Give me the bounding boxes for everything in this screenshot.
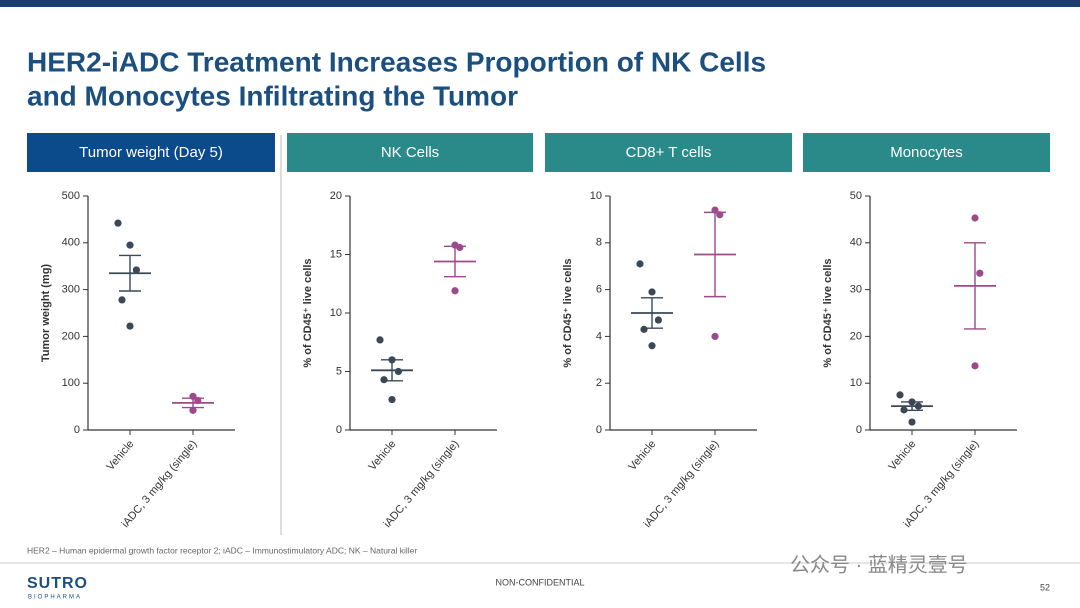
- data-point: [648, 288, 656, 296]
- y-tick-label: 300: [62, 284, 80, 296]
- y-tick-label: 15: [330, 248, 342, 260]
- panel-header-text: Monocytes: [890, 144, 963, 161]
- data-point: [126, 241, 134, 249]
- y-tick-label: 40: [850, 237, 862, 249]
- panel-header: [287, 133, 533, 172]
- panel-header: [27, 133, 275, 172]
- y-tick-label: 4: [596, 330, 602, 342]
- data-point: [126, 322, 134, 330]
- panel-header: [545, 133, 792, 172]
- y-tick-label: 0: [596, 424, 602, 436]
- title-line: HER2-iADC Treatment Increases Proportion…: [27, 46, 766, 77]
- x-tick-label: Vehicle: [627, 438, 659, 473]
- confidentiality: NON-CONFIDENTIAL: [495, 577, 584, 587]
- panel-header-text: CD8+ T cells: [626, 144, 712, 161]
- y-tick-label: 0: [74, 424, 80, 436]
- panel-header-text: Tumor weight (Day 5): [79, 144, 223, 161]
- y-tick-label: 400: [62, 237, 80, 249]
- y-axis-label: % of CD45⁺ live cells: [302, 258, 314, 367]
- data-point: [114, 219, 122, 227]
- y-axis-label: % of CD45⁺ live cells: [562, 258, 574, 367]
- x-tick-label: iADC, 3 mg/kg (single): [642, 438, 722, 530]
- footnote: HER2 – Human epidermal growth factor rec…: [27, 545, 417, 555]
- data-point: [971, 214, 979, 222]
- x-tick-label: iADC, 3 mg/kg (single): [902, 438, 982, 530]
- y-tick-label: 8: [596, 237, 602, 249]
- y-tick-label: 10: [850, 377, 862, 389]
- data-point: [636, 260, 644, 268]
- data-point: [394, 367, 402, 376]
- data-point: [380, 376, 388, 384]
- data-point: [456, 243, 464, 252]
- page-number: 52: [1040, 582, 1050, 592]
- data-point: [711, 332, 719, 340]
- logo-sub: BIOPHARMA: [28, 595, 82, 601]
- data-point: [118, 296, 126, 304]
- watermark: 公众号 · 蓝精灵壹号: [790, 553, 968, 576]
- y-tick-label: 5: [336, 365, 342, 377]
- title-line: and Monocytes Infiltrating the Tumor: [27, 80, 518, 111]
- y-tick-label: 6: [596, 284, 602, 296]
- panel-header-text: NK Cells: [381, 144, 439, 161]
- logo: SUTRO: [27, 575, 88, 592]
- data-point: [189, 406, 197, 414]
- data-point: [451, 287, 459, 295]
- y-tick-label: 30: [850, 284, 862, 296]
- panel-header: [803, 133, 1050, 172]
- data-point: [976, 269, 984, 277]
- y-tick-label: 0: [856, 424, 862, 436]
- y-tick-label: 500: [62, 190, 80, 202]
- top-bar: [0, 0, 1080, 7]
- data-point: [971, 362, 979, 370]
- y-tick-label: 50: [850, 190, 862, 202]
- y-tick-label: 20: [330, 190, 342, 202]
- x-tick-label: Vehicle: [105, 438, 137, 473]
- data-point: [376, 336, 384, 344]
- y-axis-label: Tumor weight (mg): [40, 264, 52, 363]
- data-point: [648, 342, 656, 350]
- y-tick-label: 100: [62, 377, 80, 389]
- x-tick-label: iADC, 3 mg/kg (single): [120, 438, 200, 530]
- data-point: [908, 418, 916, 426]
- y-tick-label: 20: [850, 330, 862, 342]
- y-axis-label: % of CD45⁺ live cells: [822, 258, 834, 367]
- data-point: [640, 325, 648, 333]
- x-tick-label: Vehicle: [367, 438, 399, 473]
- data-point: [388, 395, 396, 404]
- data-point: [654, 316, 663, 324]
- x-tick-label: iADC, 3 mg/kg (single): [382, 438, 462, 530]
- data-point: [132, 266, 140, 274]
- y-tick-label: 0: [336, 424, 342, 436]
- data-point: [896, 391, 904, 399]
- y-tick-label: 200: [62, 330, 80, 342]
- y-tick-label: 2: [596, 377, 602, 389]
- y-tick-label: 10: [590, 190, 602, 202]
- y-tick-label: 10: [330, 307, 342, 319]
- x-tick-label: Vehicle: [887, 438, 919, 473]
